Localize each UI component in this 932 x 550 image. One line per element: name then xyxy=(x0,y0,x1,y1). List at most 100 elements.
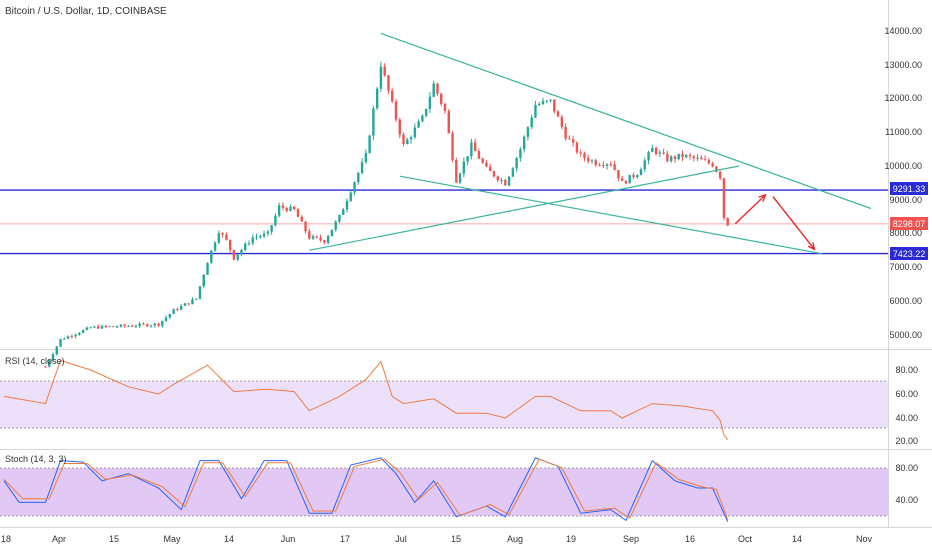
time-tick-label: 18 xyxy=(1,534,11,544)
candle-body xyxy=(213,242,217,251)
candle-body xyxy=(315,236,319,238)
candle-body xyxy=(383,66,386,76)
candle-body xyxy=(59,338,62,347)
candle-body xyxy=(394,101,398,120)
annotation-arrows xyxy=(734,193,816,251)
candle-body xyxy=(259,236,262,238)
candle-body xyxy=(568,138,571,140)
price-tick-label: 5000.00 xyxy=(889,330,922,340)
candle-body xyxy=(545,100,548,102)
candle-body xyxy=(605,164,609,166)
candle-body xyxy=(526,127,530,137)
candle-body xyxy=(398,119,401,135)
candle-body xyxy=(703,159,707,161)
candle-body xyxy=(123,324,126,326)
candle-body xyxy=(168,314,172,318)
candle-body xyxy=(63,338,66,340)
candle-body xyxy=(127,325,130,327)
candle-body xyxy=(232,249,236,260)
candle-body xyxy=(564,126,567,139)
candle-body xyxy=(541,101,545,104)
candle-body xyxy=(587,158,590,162)
rsi-line xyxy=(3,359,729,440)
candle-body xyxy=(530,117,533,128)
candle-body xyxy=(187,303,190,305)
annotation-arrow-shaft xyxy=(772,196,815,250)
candle-body xyxy=(266,231,270,234)
candle-body xyxy=(66,336,70,339)
rsi-tick-label: 20.00 xyxy=(895,436,918,446)
candle-body xyxy=(651,147,654,153)
candle-body xyxy=(722,178,726,218)
candle-body xyxy=(707,159,711,164)
candle-body xyxy=(93,326,96,328)
candle-body xyxy=(609,164,613,166)
stoch-d-line xyxy=(3,458,729,520)
price-tick-label: 12000.00 xyxy=(884,93,922,103)
candle-body xyxy=(571,139,575,143)
candle-body xyxy=(451,133,454,161)
candle-body xyxy=(428,96,432,109)
candle-body xyxy=(183,303,187,306)
rsi-tick-label: 80.00 xyxy=(895,365,918,375)
candle-body xyxy=(119,324,123,327)
candle-body xyxy=(711,163,714,167)
candle-body xyxy=(149,325,153,327)
candle-body xyxy=(632,174,635,177)
candle-body xyxy=(138,323,141,327)
time-tick-label: Aug xyxy=(507,534,523,544)
candle-body xyxy=(289,206,292,211)
candle-body xyxy=(613,164,616,171)
candle-body xyxy=(413,127,417,138)
candle-body xyxy=(115,326,119,328)
price-tick-label: 9000.00 xyxy=(889,195,922,205)
candle-body xyxy=(515,158,518,169)
candle-body xyxy=(217,233,221,243)
candle-body xyxy=(274,215,277,226)
rsi-panel-label: RSI (14, close) xyxy=(5,356,65,366)
candle-body xyxy=(161,320,164,326)
candle-body xyxy=(81,329,85,333)
candle-body xyxy=(489,166,492,172)
candle-body xyxy=(560,116,564,127)
candle-body xyxy=(277,205,281,216)
time-tick-label: Jun xyxy=(281,534,296,544)
candle-body xyxy=(55,346,58,355)
price-tick-label: 13000.00 xyxy=(884,60,922,70)
candle-body xyxy=(202,274,205,287)
candle-body xyxy=(492,171,496,177)
candle-body xyxy=(579,152,582,154)
candle-body xyxy=(624,180,628,184)
stoch-panel-label: Stoch (14, 3, 3) xyxy=(5,454,67,464)
candle-body xyxy=(146,324,149,327)
candle-body xyxy=(511,168,515,177)
price-tick-label: 11000.00 xyxy=(885,127,922,137)
candle-body xyxy=(387,75,390,91)
price-tick-label: 8000.00 xyxy=(889,228,922,238)
candle-body xyxy=(311,236,315,239)
price-tag-7423 xyxy=(890,247,928,260)
candle-body xyxy=(602,165,605,167)
candle-body xyxy=(262,233,266,237)
time-tick-label: 14 xyxy=(792,534,802,544)
candle-body xyxy=(164,317,168,321)
rsi-band xyxy=(0,381,888,428)
candle-body xyxy=(319,237,322,241)
candle-body xyxy=(477,151,481,159)
candle-body xyxy=(244,243,247,250)
candle-body xyxy=(598,165,601,167)
candle-body xyxy=(89,327,92,329)
rsi-tick-label: 40.00 xyxy=(895,413,918,423)
rsi-axis: 80.00 60.00 40.00 20.00 xyxy=(895,365,918,446)
candle-body xyxy=(575,142,579,153)
candle-body xyxy=(255,236,258,238)
candle-body xyxy=(300,216,303,222)
candle-body xyxy=(538,103,541,106)
candle-body xyxy=(688,155,692,157)
candle-body xyxy=(112,326,115,328)
candle-body xyxy=(447,111,450,134)
candle-body xyxy=(534,105,537,118)
candle-body xyxy=(108,326,111,328)
price-tick-label: 14000.00 xyxy=(884,26,922,36)
